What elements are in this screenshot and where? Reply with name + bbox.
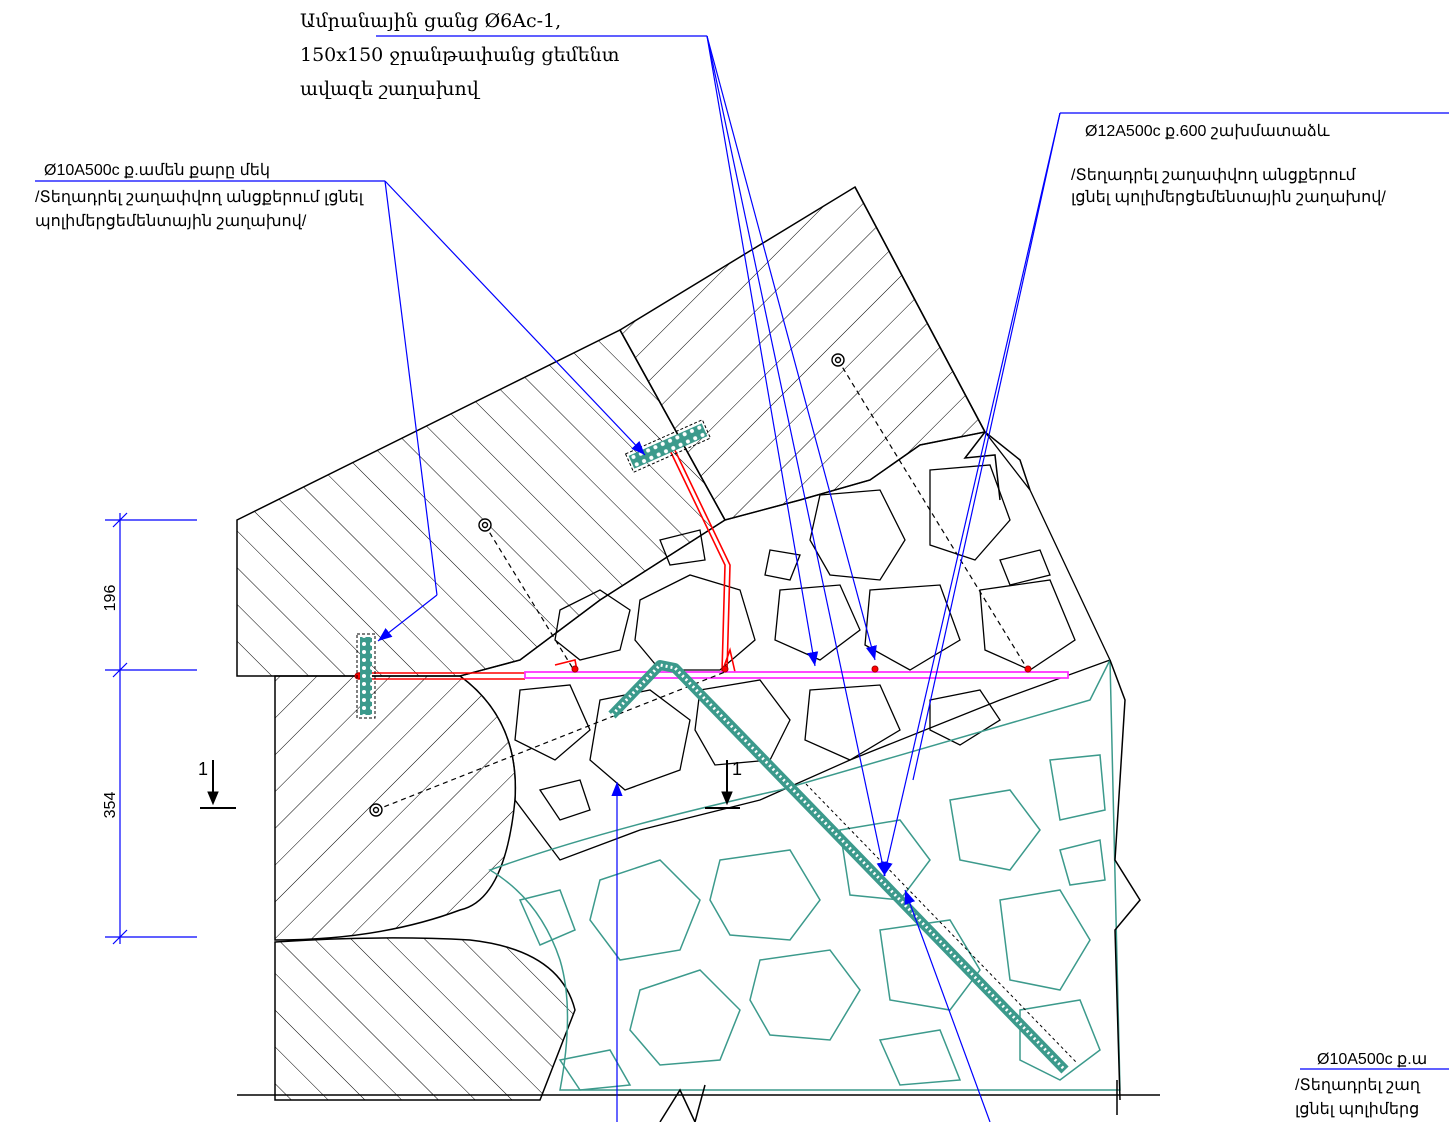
callout-mesh-line3: ավազե շաղախով bbox=[300, 78, 481, 100]
anchor-rebar-red bbox=[358, 439, 736, 680]
callout-mesh: Ամրանային ցանց Ø6Ac-1, 150x150 ջրանթափան… bbox=[300, 10, 620, 100]
section-label-right: 1 bbox=[732, 759, 742, 779]
section-mark-left bbox=[200, 760, 236, 809]
bottom-left-stone-block bbox=[274, 937, 576, 1101]
callout-rebar-left: Ø10A500c ք.ամեն քարը մեկ /Տեղադրել շաղափ… bbox=[35, 162, 364, 230]
callout-rebar-bottom-right: Ø10A500c ք.ա /Տեղադրել շաղ լցնել պոլիմեր… bbox=[1295, 1051, 1427, 1118]
dimension-lower: 354 bbox=[102, 792, 119, 819]
rubble-infill-teal bbox=[488, 659, 1121, 1091]
callout-rebar-left-line3: պոլիմերցեմենտային շաղախով/ bbox=[35, 213, 307, 230]
callout-rebar-top-right-title: Ø12A500c ք.600 շախմատաձև bbox=[1085, 123, 1330, 140]
callout-rebar-left-title: Ø10A500c ք.ամեն քարը մեկ bbox=[44, 162, 270, 179]
callout-rebar-bottom-right-line3: լցնել պոլիմերց bbox=[1295, 1101, 1419, 1118]
callout-rebar-top-right-line2: /Տեղադրել շաղափվող անցքերում bbox=[1071, 167, 1356, 184]
section-mark-right bbox=[705, 760, 740, 809]
mesh-reinforcement bbox=[356, 419, 1077, 1074]
callout-rebar-left-line2: /Տեղադրել շաղափվող անցքերում լցնել bbox=[35, 189, 364, 206]
anchor-circle bbox=[372, 806, 380, 814]
structure-outline bbox=[237, 186, 1160, 1122]
anchor-points bbox=[369, 353, 845, 817]
dashed-drill-lines bbox=[375, 359, 1029, 811]
callout-rebar-top-right: Ø12A500c ք.600 շախմատաձև /Տեղադրել շաղափ… bbox=[1071, 123, 1386, 206]
callout-mesh-line2: 150x150 ջրանթափանց ցեմենտ bbox=[300, 44, 620, 66]
lower-left-stone-block bbox=[274, 675, 517, 941]
callout-rebar-top-right-line3: լցնել պոլիմերցեմենտային շաղախով/ bbox=[1071, 189, 1386, 206]
section-label-left: 1 bbox=[198, 759, 208, 779]
dimension-lines bbox=[105, 512, 197, 945]
dimension-upper: 196 bbox=[102, 585, 119, 612]
anchor-circle bbox=[481, 521, 489, 529]
callout-rebar-bottom-right-line2: /Տեղադրել շաղ bbox=[1295, 1077, 1421, 1094]
anchor-circle bbox=[834, 356, 842, 364]
callout-mesh-line1: Ամրանային ցանց Ø6Ac-1, bbox=[300, 10, 561, 32]
leader-lines bbox=[35, 35, 1449, 1122]
callout-rebar-bottom-right-title: Ø10A500c ք.ա bbox=[1317, 1051, 1427, 1068]
horizontal-rod-magenta bbox=[524, 671, 1069, 679]
